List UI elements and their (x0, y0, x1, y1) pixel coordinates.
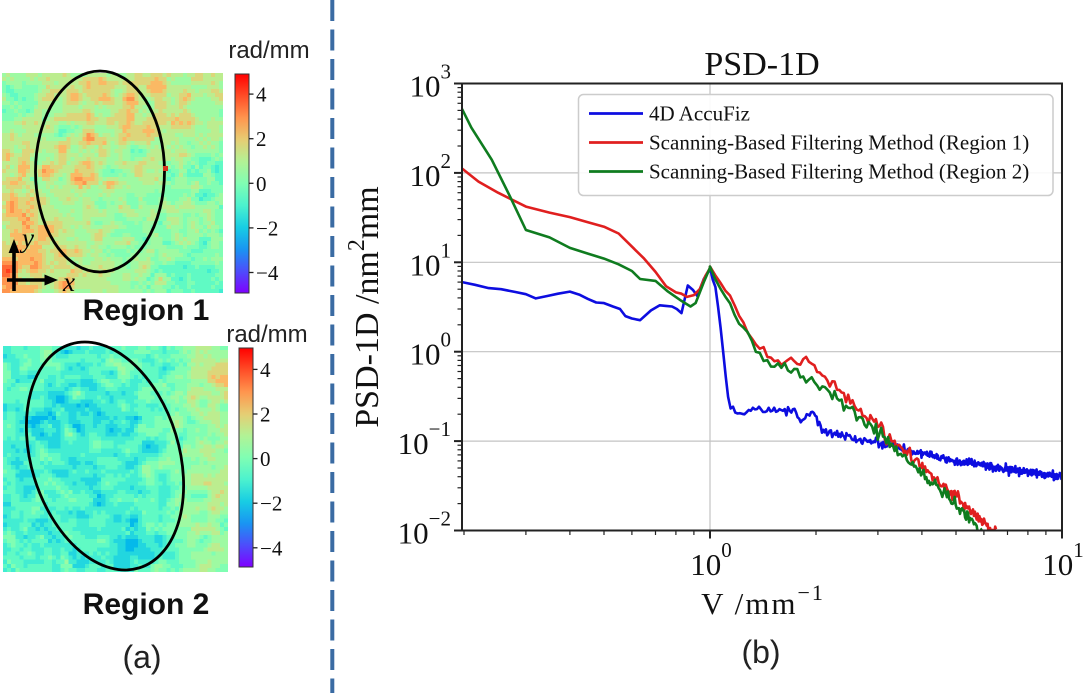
svg-text:2: 2 (260, 403, 271, 427)
svg-text:Region 2: Region 2 (83, 588, 210, 621)
svg-text:−2: −2 (260, 492, 282, 516)
svg-text:Scanning-Based Filtering Metho: Scanning-Based Filtering Method (Region … (649, 131, 1029, 155)
svg-text:4: 4 (256, 83, 267, 107)
svg-text:PSD-1D: PSD-1D (704, 46, 819, 83)
svg-text:0: 0 (256, 172, 267, 196)
svg-text:−4: −4 (260, 536, 283, 560)
svg-text:(b): (b) (741, 634, 780, 670)
svg-text:4: 4 (260, 358, 271, 382)
svg-text:PSD-1D /nm2mm: PSD-1D /nm2mm (344, 186, 386, 428)
svg-text:4D AccuFiz: 4D AccuFiz (649, 102, 750, 126)
svg-text:Region 1: Region 1 (83, 294, 210, 327)
svg-text:Scanning-Based Filtering Metho: Scanning-Based Filtering Method (Region … (649, 160, 1029, 184)
svg-text:y: y (19, 223, 34, 253)
svg-text:rad/mm: rad/mm (228, 37, 309, 64)
svg-text:0: 0 (260, 447, 271, 471)
svg-text:rad/mm: rad/mm (226, 321, 307, 348)
svg-text:−4: −4 (256, 261, 279, 285)
svg-text:(a): (a) (122, 639, 161, 675)
svg-text:x: x (62, 267, 75, 297)
svg-text:−2: −2 (256, 216, 278, 240)
svg-text:2: 2 (256, 127, 267, 151)
